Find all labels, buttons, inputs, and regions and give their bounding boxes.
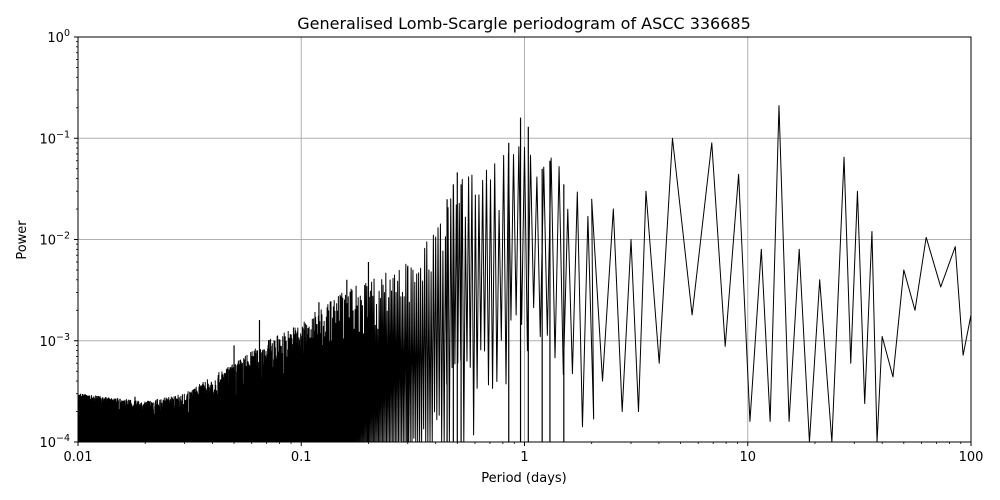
x-axis: 0.01 0.1 1 10 100: [64, 442, 984, 465]
y-axis: 10−4 10−3 10−2 10−1 100: [39, 28, 78, 451]
x-axis-label: Period (days): [481, 471, 567, 486]
grid-lines: [77, 36, 972, 443]
y-tick-label: 10−1: [39, 129, 70, 147]
y-tick-label: 100: [47, 28, 70, 46]
y-tick-label: 10−3: [39, 332, 70, 350]
chart-title: Generalised Lomb-Scargle periodogram of …: [297, 14, 751, 33]
x-tick-label: 1: [520, 450, 528, 465]
y-axis-label: Power: [15, 220, 30, 260]
x-tick-label: 100: [959, 450, 984, 465]
x-tick-label: 0.1: [291, 450, 312, 465]
y-tick-label: 10−4: [39, 433, 70, 451]
y-tick-label: 10−2: [39, 231, 70, 249]
x-tick-label: 10: [739, 450, 756, 465]
x-tick-label: 0.01: [64, 450, 93, 465]
